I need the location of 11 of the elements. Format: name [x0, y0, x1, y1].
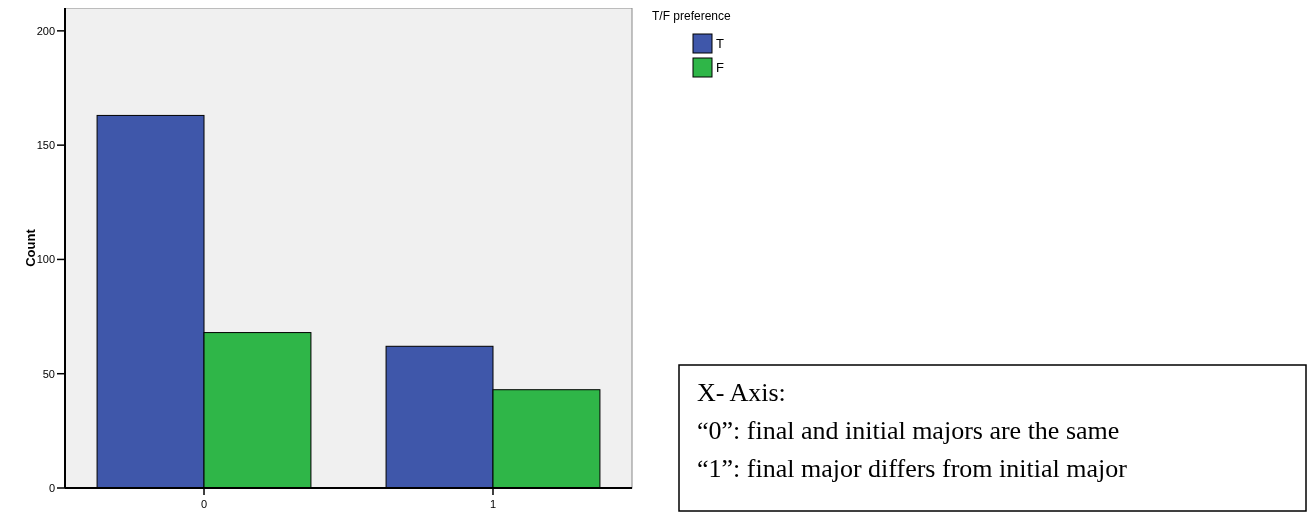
y-tick-label: 150 [36, 138, 55, 151]
x-tick-label: 1 [489, 498, 497, 510]
legend-title: T/F preference [652, 9, 732, 23]
y-axis-title: Count [23, 228, 38, 267]
legend-label: F [716, 60, 724, 75]
y-tick-label: 0 [48, 481, 55, 494]
y-tick-label: 100 [36, 253, 55, 266]
y-tick-label: 200 [36, 24, 55, 37]
text: X- Axis: “0”: final and initial majors are the same “1”: final major differs from initial major [697, 378, 1128, 483]
y-tick-label: 50 [42, 367, 55, 380]
legend-label: T [716, 36, 724, 51]
